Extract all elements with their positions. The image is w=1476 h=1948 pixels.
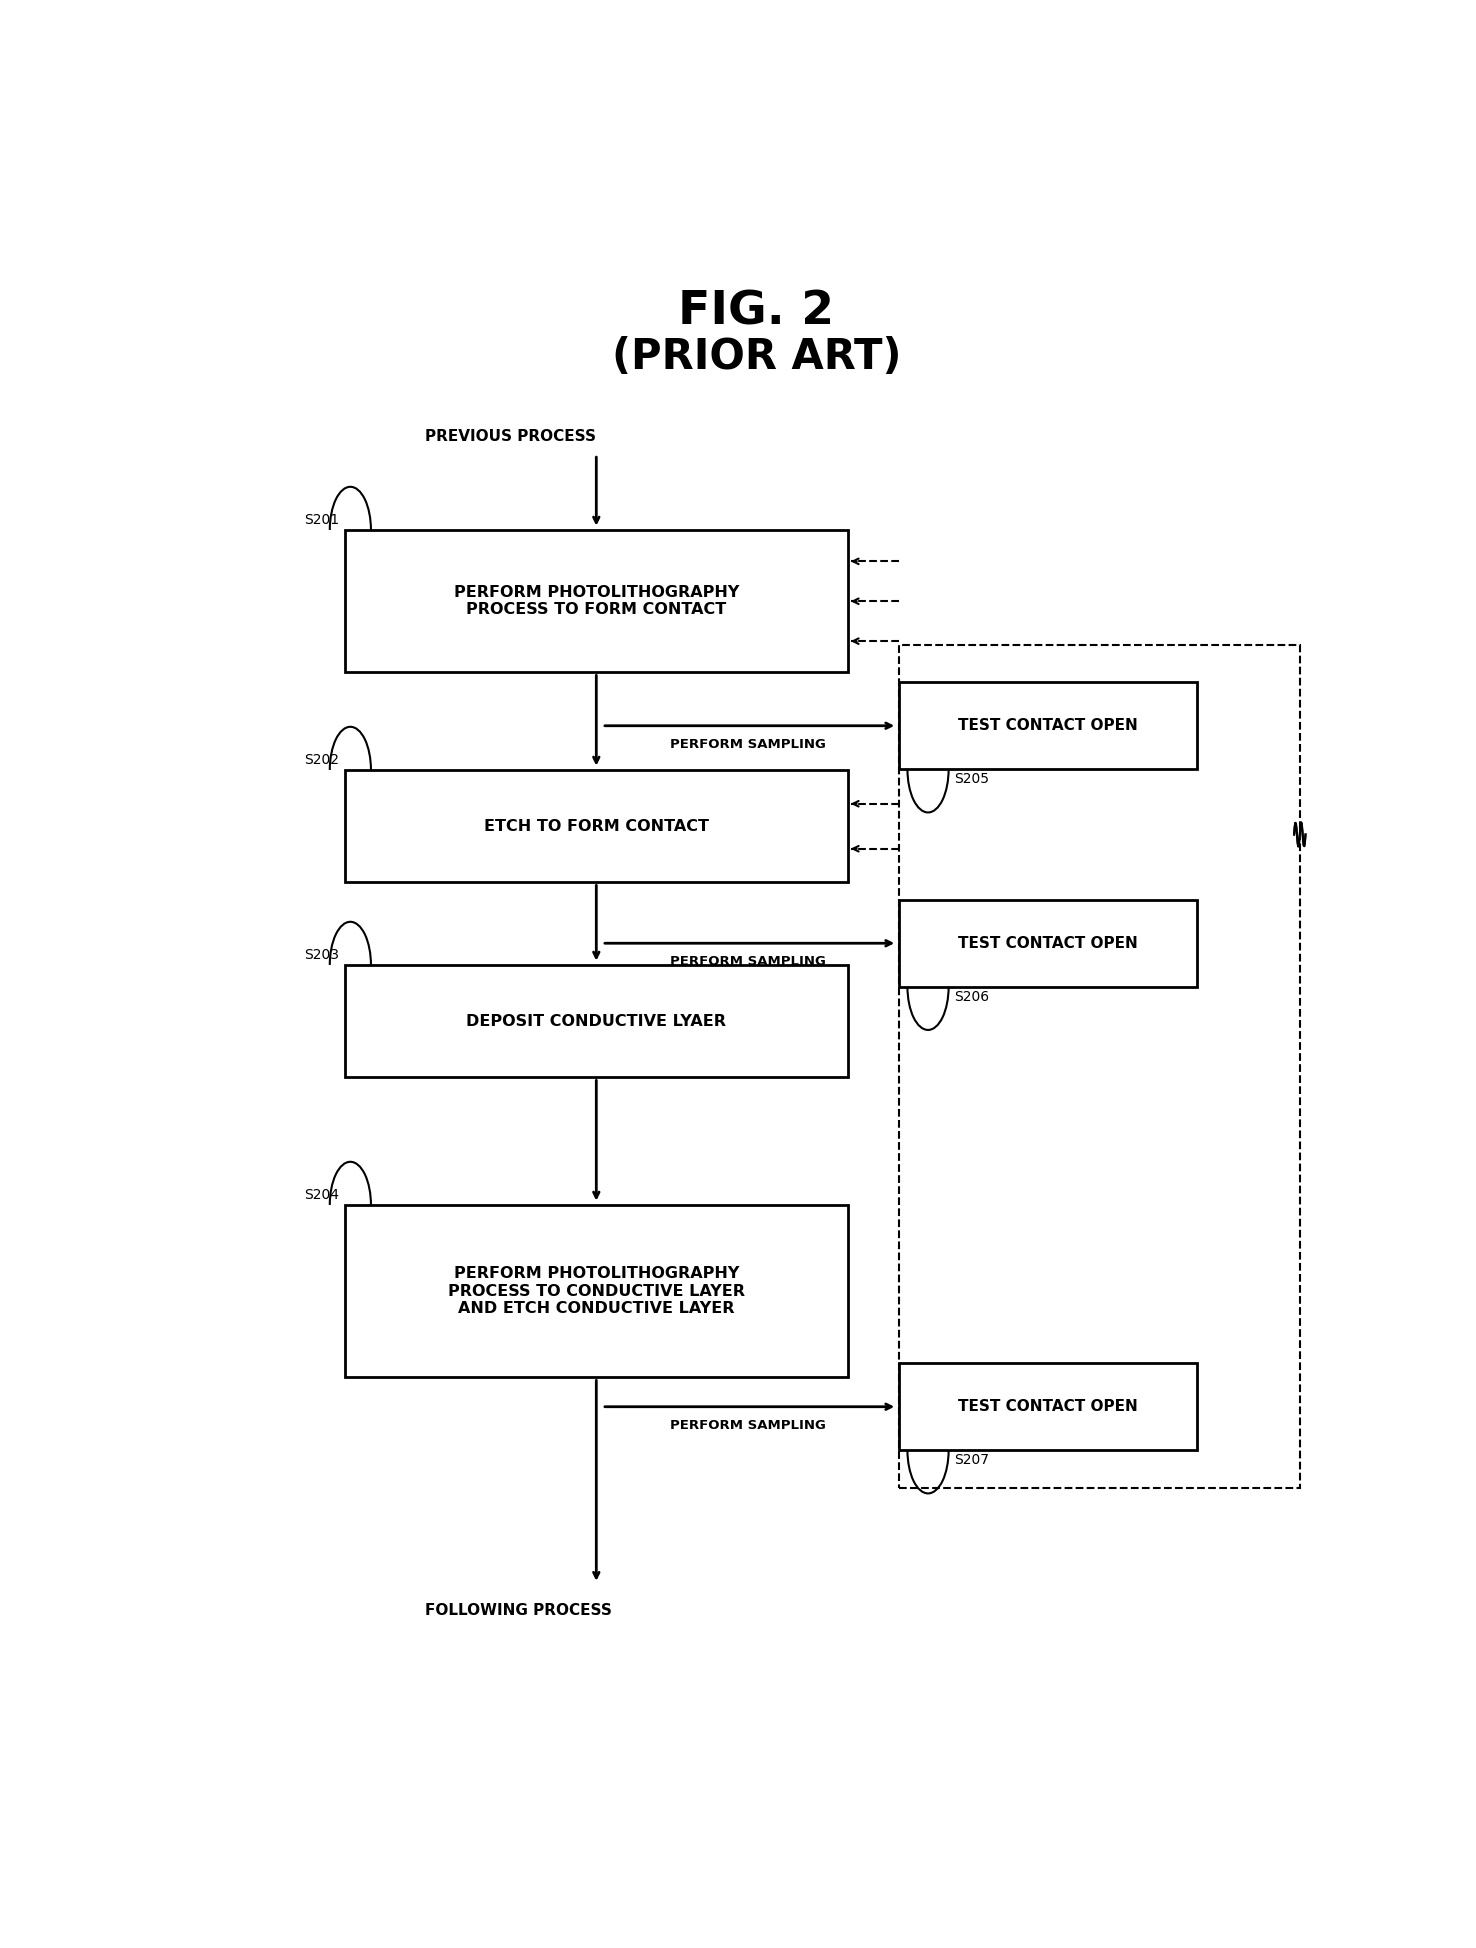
Text: PREVIOUS PROCESS: PREVIOUS PROCESS (425, 429, 596, 444)
Bar (899, 900, 1197, 988)
Text: PERFORM SAMPLING: PERFORM SAMPLING (670, 955, 825, 968)
Text: TEST CONTACT OPEN: TEST CONTACT OPEN (958, 719, 1138, 732)
Text: PERFORM SAMPLING: PERFORM SAMPLING (670, 738, 825, 750)
Text: S202: S202 (304, 754, 339, 768)
Text: PERFORM PHOTOLITHOGRAPHY
PROCESS TO FORM CONTACT: PERFORM PHOTOLITHOGRAPHY PROCESS TO FORM… (453, 584, 739, 618)
Text: S203: S203 (304, 949, 339, 962)
Text: TEST CONTACT OPEN: TEST CONTACT OPEN (958, 935, 1138, 951)
Text: DEPOSIT CONDUCTIVE LYAER: DEPOSIT CONDUCTIVE LYAER (466, 1013, 726, 1029)
Bar (899, 1364, 1197, 1449)
Bar (344, 1206, 847, 1377)
Text: S204: S204 (304, 1188, 339, 1202)
Text: FOLLOWING PROCESS: FOLLOWING PROCESS (425, 1603, 611, 1619)
Text: PERFORM SAMPLING: PERFORM SAMPLING (670, 1418, 825, 1432)
Text: (PRIOR ART): (PRIOR ART) (611, 335, 902, 378)
Text: S201: S201 (304, 512, 339, 528)
Bar (899, 645, 1300, 1488)
Bar (344, 530, 847, 672)
Text: FIG. 2: FIG. 2 (679, 288, 834, 335)
Text: S207: S207 (955, 1453, 989, 1467)
Text: S206: S206 (955, 990, 989, 1003)
Text: ETCH TO FORM CONTACT: ETCH TO FORM CONTACT (484, 818, 708, 834)
Bar (344, 769, 847, 882)
Text: TEST CONTACT OPEN: TEST CONTACT OPEN (958, 1399, 1138, 1414)
Text: S205: S205 (955, 771, 989, 787)
Bar (899, 682, 1197, 769)
Text: PERFORM PHOTOLITHOGRAPHY
PROCESS TO CONDUCTIVE LAYER
AND ETCH CONDUCTIVE LAYER: PERFORM PHOTOLITHOGRAPHY PROCESS TO COND… (447, 1266, 745, 1317)
Bar (344, 964, 847, 1077)
